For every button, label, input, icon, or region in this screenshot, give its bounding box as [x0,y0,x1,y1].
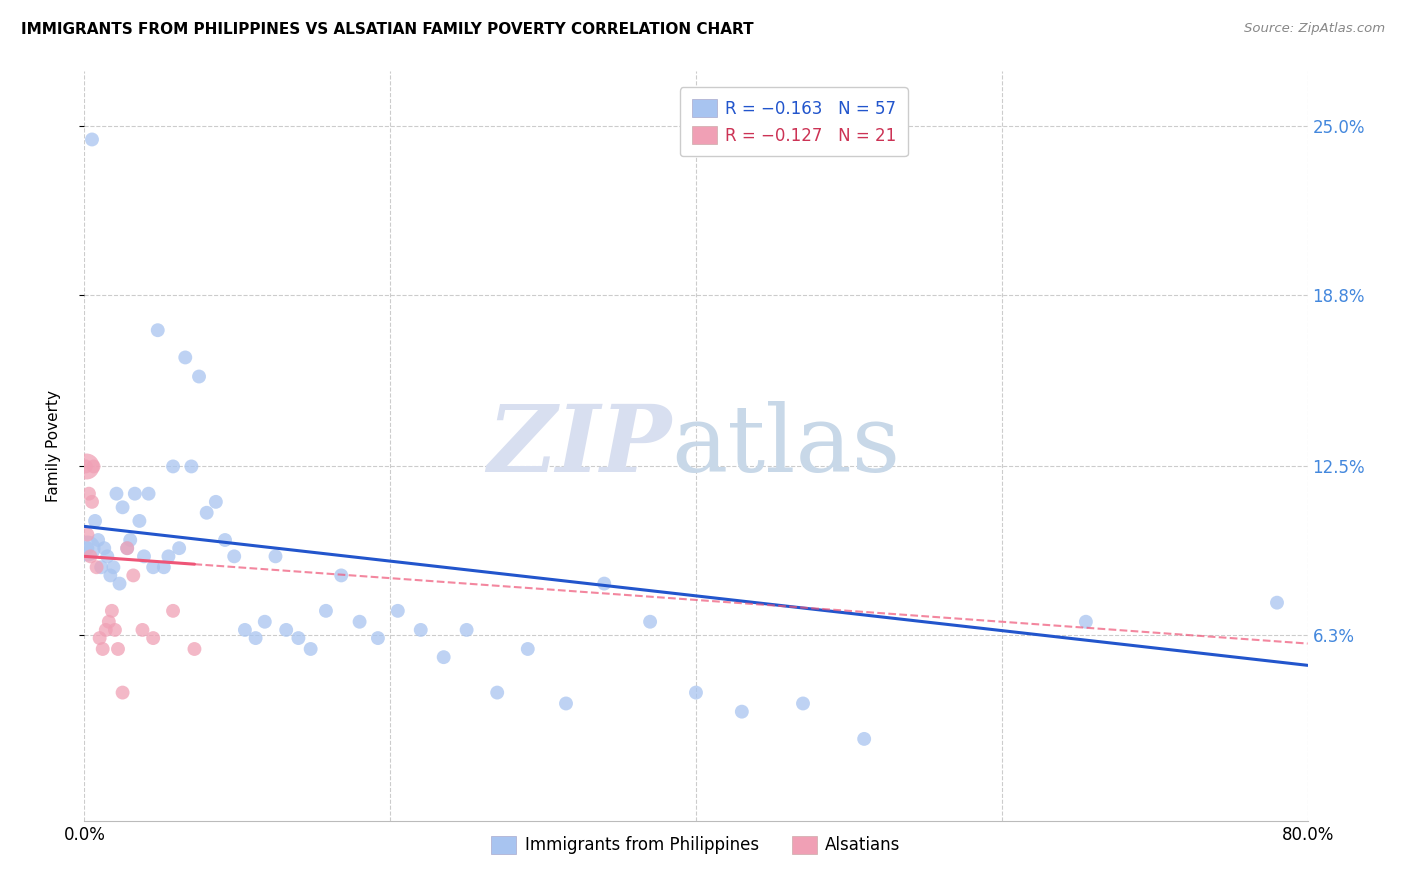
Point [387,604,409,618]
Point [120,533,142,547]
Point [91,642,114,657]
Point [299,642,322,657]
Point [555,697,578,711]
Point [79,549,101,564]
Point [122,568,145,582]
Point [97,615,120,629]
Point [638,615,661,629]
Point [76,527,98,541]
Point [94,623,117,637]
Text: IMMIGRANTS FROM PHILIPPINES VS ALSATIAN FAMILY POVERTY CORRELATION CHART: IMMIGRANTS FROM PHILIPPINES VS ALSATIAN … [21,22,754,37]
Point [104,623,127,637]
Point [593,576,616,591]
Point [276,623,298,637]
Point [367,631,389,645]
Point [162,459,184,474]
Point [792,697,814,711]
Point [253,615,276,629]
Point [330,568,353,582]
Point [80,495,103,509]
Point [75,459,97,474]
Point [287,631,309,645]
Point [183,642,205,657]
Point [107,642,129,657]
Point [224,549,246,564]
Point [685,685,707,699]
Point [214,533,236,547]
Point [76,541,98,556]
Point [76,541,98,556]
Y-axis label: Family Poverty: Family Poverty [46,390,60,502]
Point [174,351,197,365]
Point [349,615,371,629]
Point [433,650,456,665]
Point [124,486,146,500]
Text: Source: ZipAtlas.com: Source: ZipAtlas.com [1244,22,1385,36]
Text: ZIP: ZIP [488,401,672,491]
Point [142,631,165,645]
Point [103,560,125,574]
Point [93,541,115,556]
Legend: Immigrants from Philippines, Alsatians: Immigrants from Philippines, Alsatians [485,829,907,861]
Point [77,486,100,500]
Point [853,731,876,746]
Point [142,560,165,574]
Point [84,514,107,528]
Point [98,568,121,582]
Point [75,459,97,474]
Point [138,486,160,500]
Point [111,685,134,699]
Point [245,631,267,645]
Point [146,323,169,337]
Point [233,623,256,637]
Point [167,541,190,556]
Point [101,604,124,618]
Point [188,369,211,384]
Point [128,514,150,528]
Point [264,549,287,564]
Point [195,506,218,520]
Point [205,495,228,509]
Point [108,576,131,591]
Point [115,541,138,556]
Point [131,623,153,637]
Point [409,623,432,637]
Point [315,604,337,618]
Point [486,685,509,699]
Point [157,549,180,564]
Text: atlas: atlas [672,401,901,491]
Point [132,549,155,564]
Point [105,486,128,500]
Point [1265,596,1288,610]
Point [89,631,111,645]
Point [87,533,110,547]
Point [80,132,103,146]
Point [111,500,134,515]
Point [731,705,754,719]
Point [153,560,176,574]
Point [96,549,118,564]
Point [1074,615,1097,629]
Point [162,604,184,618]
Point [115,541,138,556]
Point [516,642,538,657]
Point [456,623,478,637]
Point [83,459,105,474]
Point [86,560,108,574]
Point [90,560,112,574]
Point [180,459,202,474]
